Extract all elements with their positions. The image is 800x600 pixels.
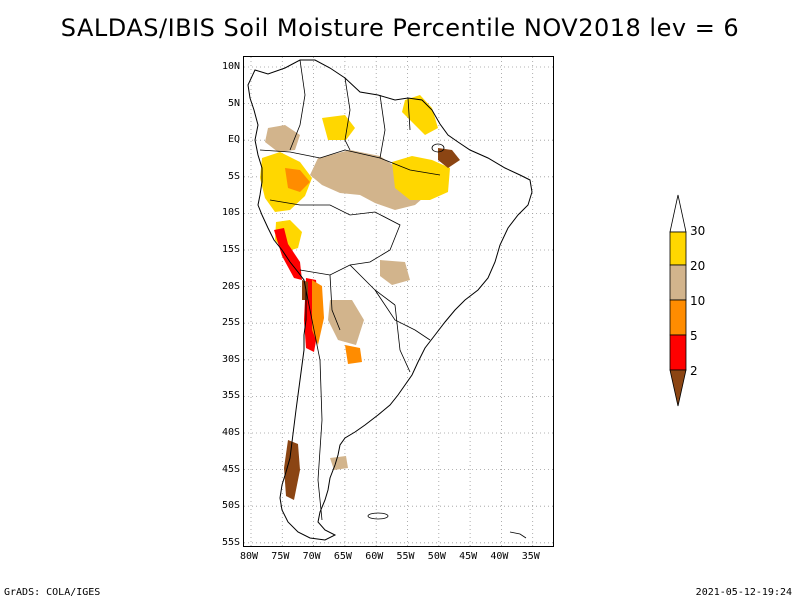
brown-area-patagonia <box>284 440 300 500</box>
lat-tick-label: 10N <box>221 61 240 72</box>
lon-tick-label: 65W <box>333 551 352 562</box>
yellow-area-west <box>260 152 312 212</box>
south-georgia <box>509 531 527 539</box>
lat-tick-label: 20S <box>221 280 240 292</box>
lon-tick-label: 80W <box>240 551 259 562</box>
footer-timestamp: 2021-05-12-19:24 <box>695 587 792 598</box>
colorbar-label-2: 2 <box>690 364 698 378</box>
tan-area-argentina <box>328 300 364 345</box>
colorbar-tan <box>669 264 687 301</box>
lat-tick-label: EQ <box>227 134 240 146</box>
lon-tick-label: 60W <box>365 551 384 562</box>
tan-area-north <box>265 125 300 152</box>
yellow-area-para <box>392 156 450 200</box>
islands <box>367 143 527 539</box>
lat-tick-label: 15S <box>221 244 240 255</box>
orange-area-argentina <box>345 345 362 364</box>
colorbar-orange <box>669 299 687 336</box>
percentile-shading <box>260 95 460 500</box>
footer-credit: GrADS: COLA/IGES <box>4 587 101 598</box>
lat-tick-label: 40S <box>221 427 240 438</box>
country-borders <box>259 59 441 521</box>
lon-tick-label: 55W <box>396 551 415 562</box>
tan-area-brazil-south <box>380 260 410 285</box>
colorbar-label-30: 30 <box>690 224 706 238</box>
falklands <box>367 512 389 520</box>
red-area-peru <box>274 228 302 280</box>
lat-tick-label: 5N <box>227 97 240 109</box>
lon-tick-label: 50W <box>427 551 446 562</box>
orange-area-west <box>285 168 310 192</box>
lat-tick-label: 5S <box>227 170 240 182</box>
map-title: SALDAS/IBIS Soil Moisture Percentile NOV… <box>60 14 740 42</box>
colorbar-label-20: 20 <box>690 259 706 273</box>
lat-tick-label: 35S <box>221 390 240 402</box>
colorbar-label-5: 5 <box>690 329 698 343</box>
lat-tick-label: 30S <box>221 353 240 365</box>
yellow-area-guianas <box>402 95 438 135</box>
tan-area-amazon <box>310 150 430 210</box>
marajo <box>431 143 445 153</box>
colorbar-yellow <box>669 231 687 266</box>
colorbar-red <box>669 334 687 371</box>
orange-area-chile <box>312 280 324 345</box>
lon-tick-label: 70W <box>302 551 321 562</box>
coastline-south-america <box>247 59 533 541</box>
lon-tick-label: 75W <box>271 551 290 562</box>
lat-tick-label: 55S <box>221 536 240 548</box>
colorbar <box>669 194 687 407</box>
yellow-area-central <box>322 115 355 140</box>
lat-tick-label: 10S <box>221 207 240 219</box>
lon-tick-label: 45W <box>459 551 478 562</box>
lat-tick-label: 45S <box>221 463 240 475</box>
colorbar-label-10: 10 <box>690 294 706 308</box>
lon-tick-label: 40W <box>490 551 509 562</box>
lat-tick-label: 50S <box>221 500 240 512</box>
colorbar-bottom-arrow <box>669 369 687 407</box>
lon-tick-label: 35W <box>521 551 540 562</box>
brown-area-brazil <box>438 148 460 168</box>
colorbar-top-arrow <box>669 194 687 233</box>
lat-tick-label: 25S <box>221 317 240 329</box>
